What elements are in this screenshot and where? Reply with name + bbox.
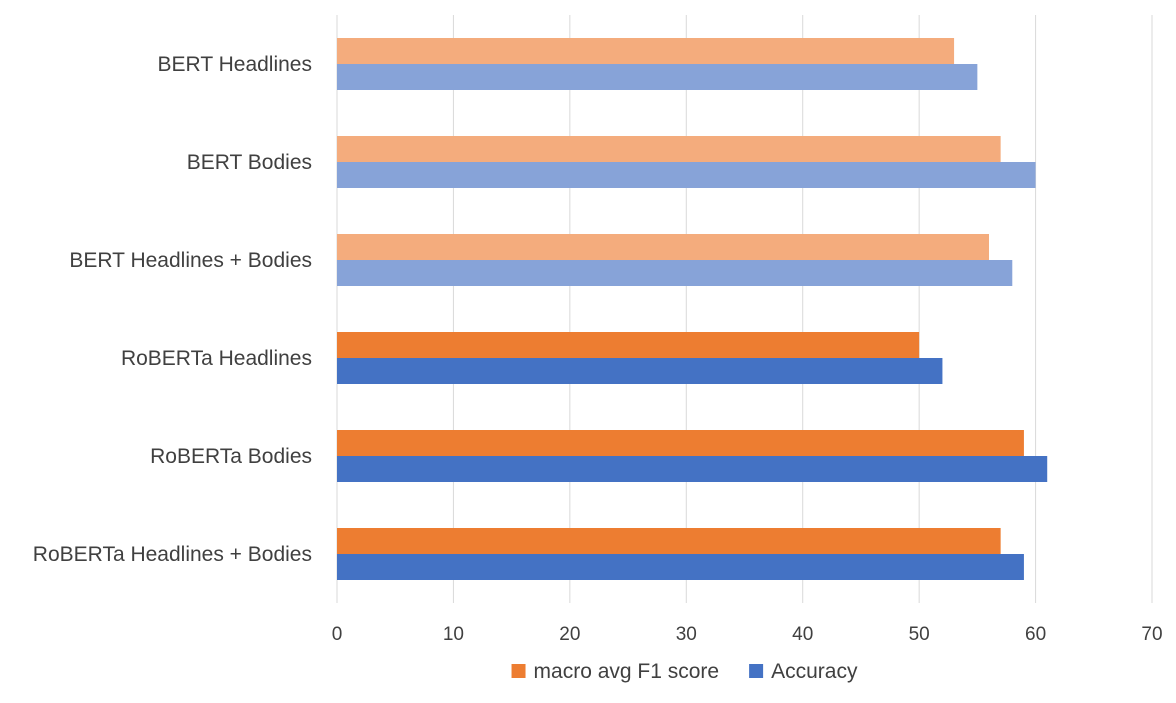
x-tick-label: 50 (909, 624, 930, 645)
category-label: RoBERTa Bodies (150, 445, 312, 468)
x-tick-label: 70 (1141, 624, 1162, 645)
category-label: RoBERTa Headlines + Bodies (33, 543, 312, 566)
f1-bar-3 (337, 332, 920, 358)
f1-bar-0 (337, 38, 955, 64)
x-tick-label: 60 (1025, 624, 1046, 645)
x-tick-label: 0 (332, 624, 343, 645)
f1-bar-4 (337, 430, 1024, 456)
x-tick-label: 20 (559, 624, 580, 645)
legend-label-1: Accuracy (771, 660, 858, 683)
x-tick-labels: 0 10 20 30 40 50 60 70 (332, 624, 1163, 645)
accuracy-bar-2 (337, 260, 1013, 286)
category-labels: BERT Headlines BERT Bodies BERT Headlines … (33, 53, 312, 566)
category-label: BERT Headlines (158, 53, 312, 76)
x-tick-label: 10 (443, 624, 464, 645)
category-label: RoBERTa Headlines (121, 347, 312, 370)
x-tick-label: 30 (676, 624, 697, 645)
grid-lines (336, 15, 1153, 603)
accuracy-bar-5 (337, 554, 1024, 580)
legend-swatch-0 (511, 664, 526, 678)
f1-bar-5 (337, 528, 1001, 554)
x-tick-label: 40 (792, 624, 813, 645)
category-label: BERT Bodies (187, 151, 312, 174)
accuracy-bar-0 (337, 64, 978, 90)
legend: macro avg F1 score Accuracy (511, 660, 858, 683)
bars (337, 38, 1048, 580)
category-label: BERT Headlines + Bodies (69, 249, 312, 272)
f1-bar-1 (337, 136, 1001, 162)
f1-bar-2 (337, 234, 989, 260)
accuracy-bar-4 (337, 456, 1048, 482)
legend-swatch-1 (749, 664, 764, 678)
accuracy-bar-3 (337, 358, 943, 384)
legend-label-0: macro avg F1 score (534, 660, 720, 683)
accuracy-bar-1 (337, 162, 1036, 188)
